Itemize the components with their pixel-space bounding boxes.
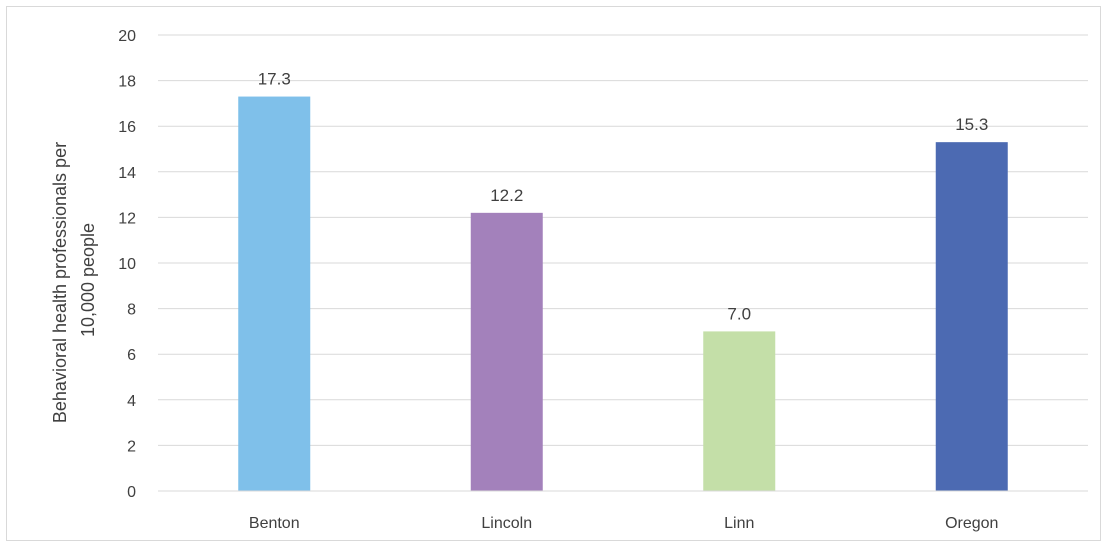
data-label-benton: 17.3 [258, 70, 291, 89]
x-tick-label-oregon: Oregon [945, 515, 998, 532]
bars [238, 96, 1008, 491]
y-tick-label: 4 [127, 393, 136, 410]
x-tick-label-benton: Benton [249, 515, 300, 532]
y-axis-title-line-2: 10,000 people [78, 223, 98, 337]
bar-lincoln [470, 212, 543, 491]
chart-frame [6, 6, 1101, 541]
x-tick-label-linn: Linn [724, 515, 754, 532]
gridlines [158, 34, 1088, 446]
y-tick-label: 0 [127, 484, 136, 501]
bar-benton [238, 96, 311, 491]
y-tick-label: 14 [118, 165, 136, 182]
x-axis-ticks: Benton Lincoln Linn Oregon [249, 515, 999, 532]
y-axis-title-line-1: Behavioral health professionals per [50, 142, 70, 423]
y-tick-label: 18 [118, 74, 136, 91]
y-tick-label: 16 [118, 119, 136, 136]
y-tick-label: 10 [118, 256, 136, 273]
y-tick-label: 12 [118, 210, 136, 227]
y-tick-label: 6 [127, 347, 136, 364]
data-label-linn: 7.0 [727, 304, 751, 323]
y-axis-title: Behavioral health professionals per 10,0… [50, 137, 98, 423]
y-tick-label: 20 [118, 28, 136, 45]
bar-linn [703, 331, 776, 491]
bar-oregon [935, 142, 1008, 491]
y-axis-ticks: 0 2 4 6 8 10 12 14 16 18 20 [118, 28, 136, 501]
x-tick-label-lincoln: Lincoln [481, 515, 532, 532]
y-tick-label: 2 [127, 438, 136, 455]
data-labels: 17.3 12.2 7.0 15.3 [258, 70, 989, 324]
data-label-oregon: 15.3 [955, 115, 988, 134]
y-tick-label: 8 [127, 302, 136, 319]
data-label-lincoln: 12.2 [490, 186, 523, 205]
